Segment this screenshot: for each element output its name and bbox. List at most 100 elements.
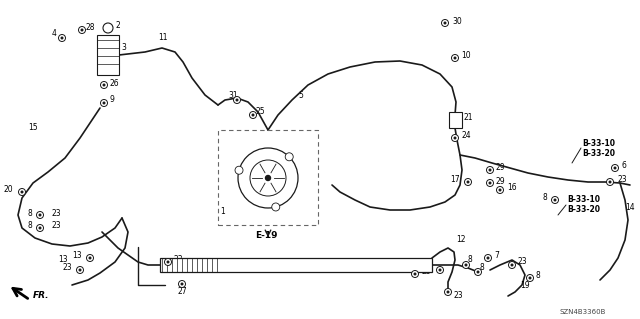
Circle shape <box>442 19 449 26</box>
Text: 23: 23 <box>174 255 184 263</box>
Circle shape <box>497 187 504 194</box>
Circle shape <box>486 180 493 187</box>
Text: 5: 5 <box>298 91 303 100</box>
Circle shape <box>467 181 468 183</box>
Circle shape <box>234 97 241 103</box>
Bar <box>218 130 318 225</box>
Circle shape <box>252 114 254 116</box>
Circle shape <box>529 277 531 279</box>
Text: 17: 17 <box>451 175 460 184</box>
Text: 29: 29 <box>496 162 506 172</box>
Text: B-33-20: B-33-20 <box>582 149 615 158</box>
Circle shape <box>486 167 493 174</box>
Circle shape <box>103 84 105 86</box>
Circle shape <box>465 179 472 186</box>
Circle shape <box>527 275 534 281</box>
Text: 15: 15 <box>28 123 38 132</box>
Circle shape <box>81 29 83 31</box>
Circle shape <box>61 37 63 39</box>
Circle shape <box>454 137 456 139</box>
Text: 14: 14 <box>625 203 635 211</box>
Text: 26: 26 <box>110 78 120 87</box>
Circle shape <box>77 266 83 273</box>
Text: 23: 23 <box>52 209 61 218</box>
Circle shape <box>474 269 481 276</box>
Circle shape <box>554 199 556 201</box>
Text: 27: 27 <box>177 286 187 295</box>
Text: 23: 23 <box>518 257 527 266</box>
Circle shape <box>607 179 614 186</box>
Circle shape <box>103 102 105 104</box>
Circle shape <box>436 266 444 273</box>
Text: 21: 21 <box>464 114 474 122</box>
Circle shape <box>445 288 451 295</box>
Text: 9: 9 <box>110 95 115 105</box>
Circle shape <box>39 214 41 216</box>
Circle shape <box>167 261 169 263</box>
Circle shape <box>552 197 559 204</box>
Circle shape <box>285 153 293 161</box>
Text: 24: 24 <box>462 130 472 139</box>
Text: 8: 8 <box>536 271 541 279</box>
Text: 23: 23 <box>617 175 627 184</box>
Circle shape <box>454 57 456 59</box>
Circle shape <box>487 257 489 259</box>
Circle shape <box>36 225 44 232</box>
Circle shape <box>89 257 91 259</box>
Circle shape <box>414 273 416 275</box>
Bar <box>160 258 432 272</box>
Circle shape <box>58 34 65 41</box>
Circle shape <box>181 283 183 285</box>
Text: 8: 8 <box>480 263 484 272</box>
Text: 8: 8 <box>542 194 547 203</box>
Text: 3: 3 <box>121 43 126 53</box>
Text: 25: 25 <box>256 108 266 116</box>
Circle shape <box>509 262 515 269</box>
Text: 30: 30 <box>452 17 461 26</box>
Text: 2: 2 <box>115 20 120 29</box>
Circle shape <box>235 166 243 174</box>
Circle shape <box>266 175 271 181</box>
Circle shape <box>250 160 286 196</box>
Circle shape <box>79 269 81 271</box>
Circle shape <box>272 203 280 211</box>
Text: 23: 23 <box>62 263 72 272</box>
Circle shape <box>21 191 23 193</box>
Circle shape <box>36 211 44 219</box>
Circle shape <box>465 264 467 266</box>
Circle shape <box>236 99 238 101</box>
Circle shape <box>477 271 479 273</box>
Circle shape <box>614 167 616 169</box>
Circle shape <box>412 271 419 278</box>
Circle shape <box>484 255 492 262</box>
Circle shape <box>444 22 446 24</box>
Text: 28: 28 <box>85 23 95 32</box>
Text: E-19: E-19 <box>255 231 278 240</box>
Circle shape <box>39 227 41 229</box>
Text: 23: 23 <box>52 221 61 231</box>
Circle shape <box>179 280 186 287</box>
Circle shape <box>489 169 491 171</box>
Text: 31: 31 <box>228 92 237 100</box>
Circle shape <box>100 100 108 107</box>
Text: 4: 4 <box>51 28 56 38</box>
Circle shape <box>511 264 513 266</box>
Text: 8: 8 <box>28 221 32 231</box>
Circle shape <box>238 148 298 208</box>
Circle shape <box>463 262 470 269</box>
Circle shape <box>250 112 257 118</box>
Text: FR.: FR. <box>33 291 49 300</box>
Text: 23: 23 <box>421 266 431 276</box>
Circle shape <box>451 135 458 142</box>
Text: 13: 13 <box>58 256 68 264</box>
Circle shape <box>100 81 108 88</box>
Text: 10: 10 <box>461 50 470 60</box>
Circle shape <box>103 23 113 33</box>
Bar <box>449 112 462 128</box>
Circle shape <box>451 55 458 62</box>
Text: 29: 29 <box>496 176 506 186</box>
Circle shape <box>164 258 172 265</box>
Text: B-33-20: B-33-20 <box>567 205 600 214</box>
Text: 8: 8 <box>468 256 473 264</box>
Text: 20: 20 <box>3 184 13 194</box>
